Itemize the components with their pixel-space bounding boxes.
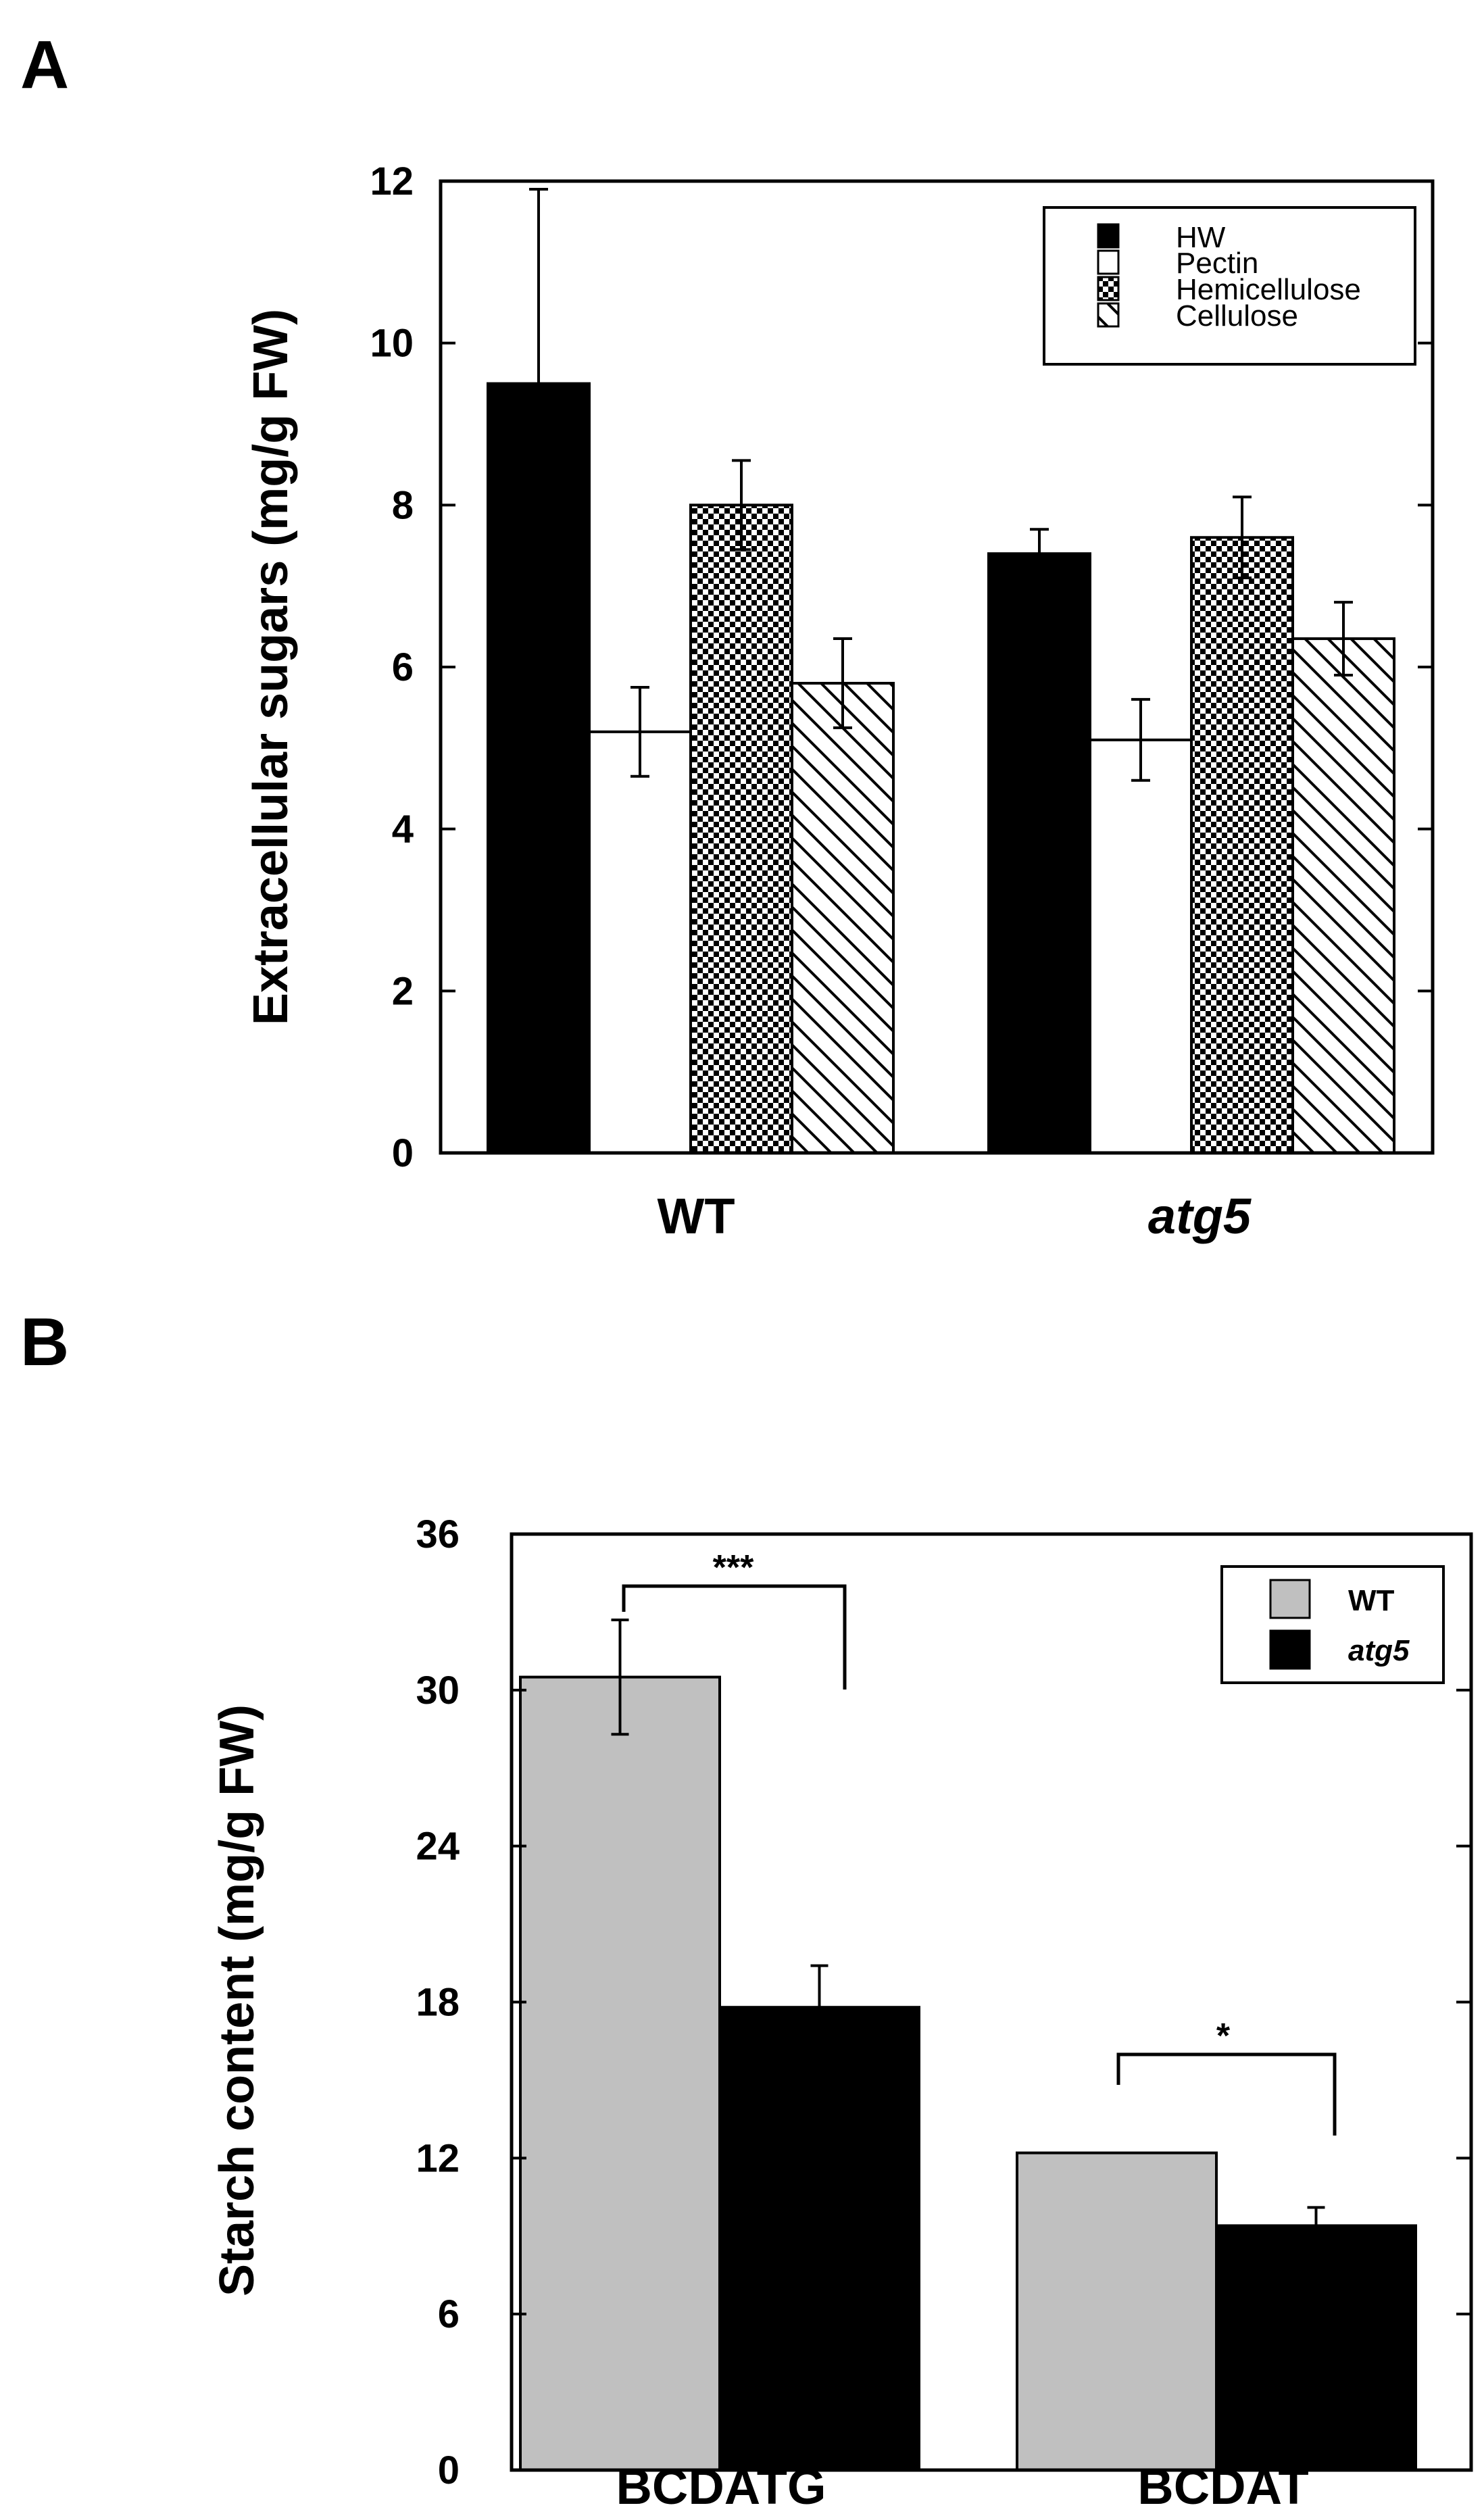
panel-b-x-axis: BCDATG BCDAT: [616, 2459, 1308, 2514]
legend-label-wt: WT: [1348, 1584, 1395, 1617]
category-label-atg5: atg5: [1148, 1188, 1252, 1244]
bar-atg5-hw: [987, 552, 1091, 1154]
significance-bracket-bcdat: [1116, 2052, 1337, 2136]
panel-b-significance: *** *: [622, 1548, 1337, 2136]
legend-swatch-hw: [1097, 223, 1120, 249]
error-bar-wt-hw: [529, 187, 548, 580]
y-tick-label: 2: [392, 969, 414, 1013]
significance-label-bcdatg: ***: [713, 1548, 754, 1587]
legend-label-hemicellulose: Hemicellulose: [1176, 273, 1361, 306]
legend-swatch-wt: [1269, 1579, 1311, 1619]
error-bar-bcdatg-wt: [611, 1618, 629, 1736]
error-bar-atg5-pectin: [1131, 697, 1150, 782]
significance-bracket-bcdatg: [622, 1584, 847, 1690]
y-tick-label: 36: [416, 1512, 460, 1556]
bar-wt-pectin: [588, 730, 692, 1155]
y-tick-label: 0: [438, 2448, 460, 2492]
error-bar-wt-hemicellulose: [732, 459, 751, 551]
panel-a-y-axis-label: Extracellular sugars (mg/g FW): [244, 309, 298, 1025]
bar-bcdat-atg5: [1215, 2224, 1417, 2471]
panel-a-y-axis: 0 2 4 6 8 10 12: [370, 159, 1433, 1175]
y-tick-label: 30: [416, 1669, 460, 1712]
y-tick-label: 12: [416, 2136, 460, 2180]
bar-bcdat-wt: [1016, 2151, 1218, 2472]
panel-b-y-axis: 0 6 12 18 24 30 36: [416, 1512, 1471, 2492]
category-label-bcdat: BCDAT: [1137, 2459, 1308, 2514]
bar-wt-cellulose: [791, 681, 895, 1154]
category-label-bcdatg: BCDATG: [616, 2459, 826, 2514]
y-tick-label: 12: [370, 159, 414, 203]
panel-a-bars: [487, 382, 1395, 1155]
error-bar-atg5-hw: [1030, 528, 1049, 580]
category-label-wt: WT: [657, 1188, 735, 1244]
legend-label-atg5: atg5: [1348, 1634, 1410, 1667]
y-tick-label: 10: [370, 322, 414, 366]
legend-label-hw: HW: [1176, 221, 1226, 254]
significance-label-bcdat: *: [1216, 2017, 1231, 2056]
legend-swatch-hemicellulose: [1097, 276, 1120, 301]
legend-label-pectin: Pectin: [1176, 247, 1258, 280]
bar-atg5-pectin: [1089, 738, 1193, 1154]
error-bar-bcdat-atg5: [1307, 2206, 1325, 2246]
y-tick-label: 4: [392, 808, 414, 852]
error-bar-wt-cellulose: [833, 637, 852, 729]
y-tick-label: 24: [416, 1825, 460, 1869]
panel-a-letter: A: [20, 27, 69, 103]
legend-swatch-atg5: [1269, 1629, 1311, 1670]
legend-label-cellulose: Cellulose: [1176, 299, 1298, 332]
panel-a-x-axis: WT atg5: [657, 1188, 1252, 1244]
panel-b-y-axis-label: Starch content (mg/g FW): [210, 1704, 264, 2296]
error-bar-wt-pectin: [630, 685, 649, 778]
bar-wt-hemicellulose: [689, 503, 793, 1154]
panel-a: A 0 2 4 6 8 10 12 Extracellular sugars (mg/g F…: [20, 27, 1435, 1244]
panel-a-legend: HW Pectin Hemicellulose Cellulose: [1043, 206, 1416, 366]
y-tick-label: 6: [438, 2292, 460, 2336]
bar-atg5-hemicellulose: [1190, 536, 1294, 1154]
y-tick-label: 8: [392, 483, 414, 527]
error-bar-atg5-cellulose: [1334, 601, 1353, 676]
panel-b-letter: B: [20, 1304, 69, 1380]
y-tick-label: 0: [392, 1131, 414, 1175]
y-tick-label: 6: [392, 645, 414, 689]
panel-b-bars: [519, 1675, 1417, 2472]
legend-swatch-cellulose: [1097, 302, 1120, 328]
error-bar-bcdatg-atg5: [810, 1964, 828, 2050]
bar-bcdatg-wt: [519, 1675, 721, 2471]
legend-swatch-pectin: [1097, 249, 1120, 275]
panel-b-error-bars: [611, 1618, 1325, 2246]
bar-bcdatg-atg5: [718, 2006, 920, 2471]
y-tick-label: 18: [416, 1981, 460, 2025]
panel-a-error-bars: [529, 187, 1353, 782]
bar-atg5-cellulose: [1291, 637, 1395, 1154]
panel-b-legend: WT atg5: [1220, 1565, 1445, 1684]
legend-frame: [1220, 1565, 1445, 1684]
error-bar-atg5-hemicellulose: [1233, 495, 1252, 580]
